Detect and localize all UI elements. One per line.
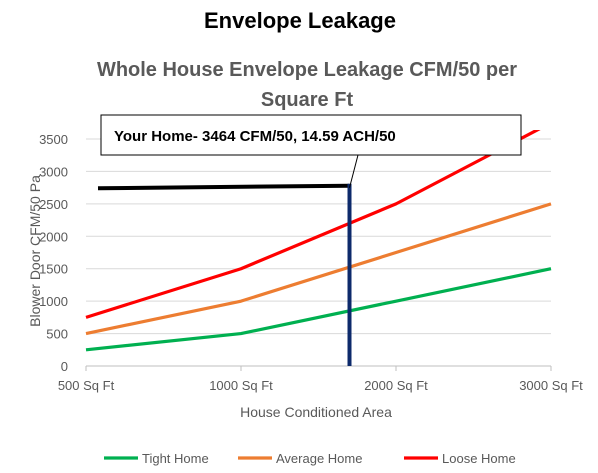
y-tick-label: 500 bbox=[46, 327, 68, 342]
x-tick-label: 3000 Sq Ft bbox=[519, 378, 583, 393]
y-axis-ticks: 0 500 1000 1500 2000 2500 3000 3500 bbox=[39, 132, 68, 374]
annotation-box bbox=[100, 114, 522, 156]
annotation-leader-line bbox=[349, 154, 359, 188]
x-tick-label: 2000 Sq Ft bbox=[364, 378, 428, 393]
y-tick-label: 2000 bbox=[39, 229, 68, 244]
y-tick-label: 1000 bbox=[39, 294, 68, 309]
y-tick-label: 3500 bbox=[39, 132, 68, 147]
legend: Tight Home Average Home Loose Home bbox=[104, 451, 516, 466]
x-tick-label: 500 Sq Ft bbox=[58, 378, 115, 393]
series-line-average-home bbox=[85, 202, 552, 336]
annotation-text: Your Home- 3464 CFM/50, 14.59 ACH/50 bbox=[114, 128, 396, 145]
legend-label-average-home: Average Home bbox=[276, 451, 362, 466]
legend-label-loose-home: Loose Home bbox=[442, 451, 516, 466]
x-axis-label: House Conditioned Area bbox=[240, 404, 392, 420]
x-axis-ticks: 500 Sq Ft 1000 Sq Ft 2000 Sq Ft 3000 Sq Ft bbox=[58, 366, 583, 393]
y-tick-label: 0 bbox=[61, 359, 68, 374]
page-title: Envelope Leakage bbox=[204, 8, 396, 33]
gridlines bbox=[86, 138, 551, 367]
series-line-loose-home bbox=[85, 130, 541, 319]
series-line-tight-home bbox=[85, 267, 552, 352]
y-tick-label: 3000 bbox=[39, 164, 68, 179]
y-tick-label: 1500 bbox=[39, 262, 68, 277]
annotation-horizontal-line bbox=[97, 183, 350, 191]
chart-title: Whole House Envelope Leakage CFM/50 per … bbox=[96, 59, 518, 111]
x-tick-label: 1000 Sq Ft bbox=[209, 378, 273, 393]
y-axis-label: Blower Door CFM/50 Pa bbox=[27, 175, 43, 327]
legend-label-tight-home: Tight Home bbox=[142, 451, 209, 466]
your-home-annotation: Your Home- 3464 CFM/50, 14.59 ACH/50 bbox=[97, 114, 522, 366]
y-tick-label: 2500 bbox=[39, 197, 68, 212]
series-lines bbox=[85, 130, 552, 352]
